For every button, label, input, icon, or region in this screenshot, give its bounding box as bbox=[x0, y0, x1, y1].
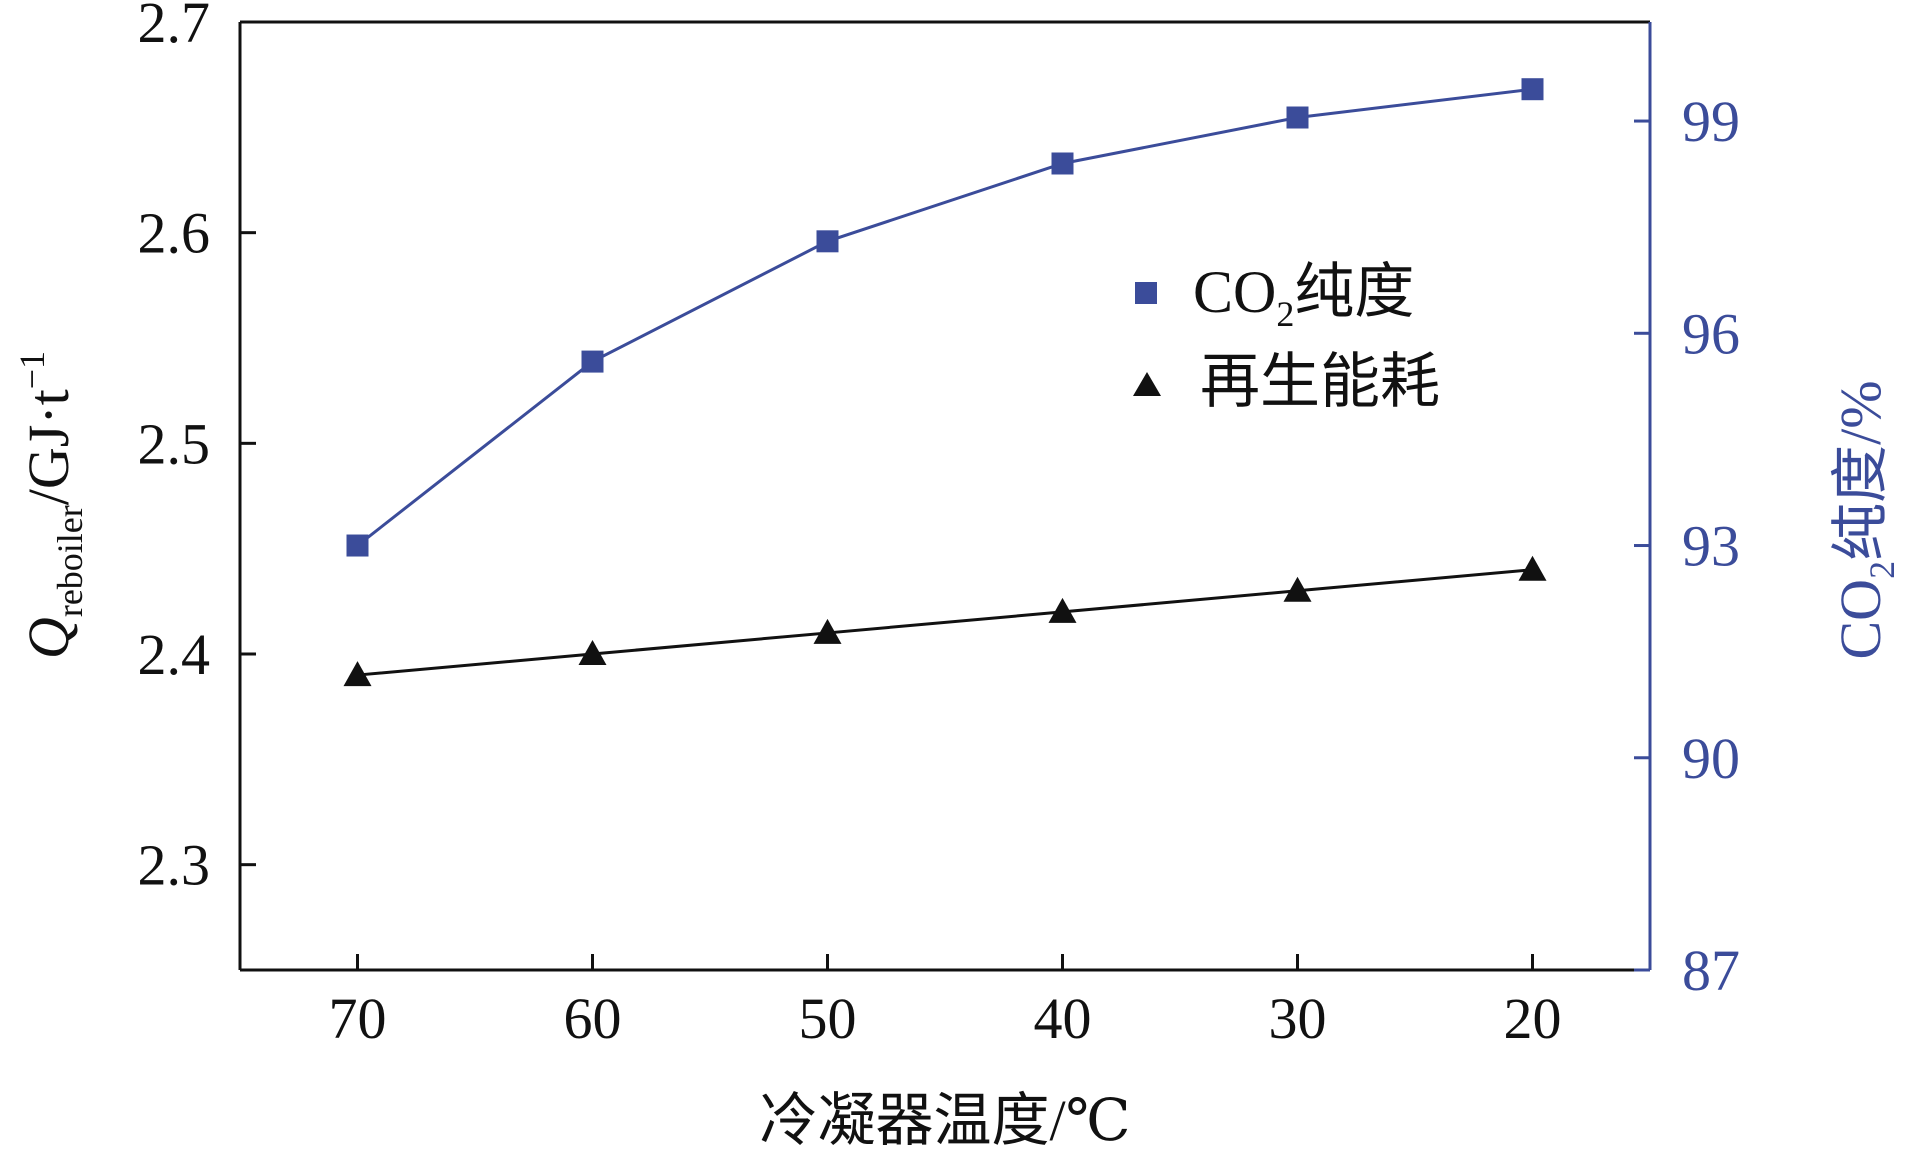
legend-label-co2-purity: CO2纯度 bbox=[1193, 259, 1414, 334]
x-axis-ticks: 70 60 50 40 30 20 bbox=[329, 954, 1562, 1051]
x-tick-label: 70 bbox=[329, 986, 387, 1051]
right-tick-label: 99 bbox=[1682, 89, 1740, 154]
x-tick-label: 40 bbox=[1034, 986, 1092, 1051]
data-point-co2-purity bbox=[1051, 152, 1074, 175]
left-axis-ticks: 2.3 2.4 2.5 2.6 2.7 bbox=[138, 0, 256, 898]
right-tick-label: 96 bbox=[1682, 301, 1740, 366]
left-tick-label: 2.3 bbox=[138, 833, 211, 898]
left-axis-label: Qreboiler/GJ·t−1 bbox=[12, 351, 90, 659]
data-point-co2-purity bbox=[816, 230, 839, 253]
data-point-co2-purity bbox=[1521, 78, 1544, 101]
legend-label-energy: 再生能耗 bbox=[1200, 349, 1440, 415]
left-tick-label: 2.7 bbox=[138, 0, 211, 55]
left-tick-label: 2.5 bbox=[138, 411, 211, 476]
data-point-co2-purity bbox=[346, 534, 369, 557]
legend-marker-triangle bbox=[1133, 372, 1161, 396]
data-point-co2-purity bbox=[581, 350, 604, 373]
series-lines bbox=[356, 87, 1533, 677]
left-tick-label: 2.6 bbox=[138, 201, 211, 266]
data-point-energy bbox=[813, 618, 842, 644]
data-point-energy bbox=[578, 640, 607, 665]
right-axis-label: CO2纯度/% bbox=[1828, 380, 1902, 659]
data-point-co2-purity bbox=[1286, 106, 1309, 129]
x-tick-label: 50 bbox=[799, 986, 857, 1051]
x-tick-label: 30 bbox=[1269, 986, 1327, 1051]
data-point-energy bbox=[1048, 597, 1077, 623]
plot-frame bbox=[238, 20, 1652, 972]
right-tick-label: 93 bbox=[1682, 514, 1740, 579]
right-axis-ticks: 87 90 93 96 99 bbox=[1634, 89, 1740, 1003]
data-point-energy bbox=[1283, 576, 1312, 602]
x-tick-label: 60 bbox=[564, 986, 622, 1051]
legend-marker-square bbox=[1135, 282, 1157, 304]
x-tick-label: 20 bbox=[1504, 986, 1562, 1051]
x-axis-label: 冷凝器温度/℃ bbox=[760, 1088, 1131, 1153]
series-markers bbox=[343, 78, 1547, 687]
data-point-energy bbox=[1518, 555, 1547, 581]
series-line-energy bbox=[357, 568, 1533, 677]
left-tick-label: 2.4 bbox=[138, 622, 211, 687]
right-tick-label: 90 bbox=[1682, 726, 1740, 791]
data-point-energy bbox=[343, 661, 372, 687]
legend: CO2纯度 再生能耗 bbox=[1133, 259, 1440, 415]
series-line-co2-purity bbox=[356, 87, 1533, 547]
right-tick-label: 87 bbox=[1682, 938, 1740, 1003]
